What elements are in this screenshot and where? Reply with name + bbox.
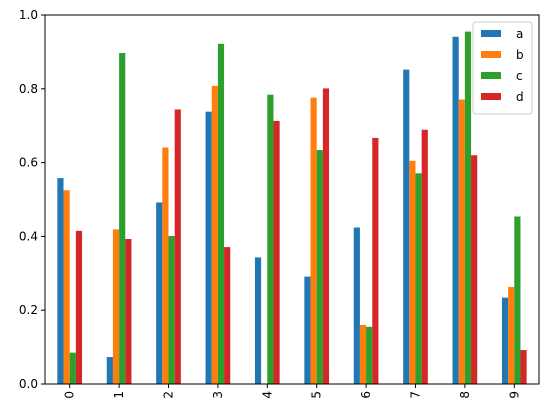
bar-d-1: [125, 238, 132, 384]
x-tick-label-7: 7: [409, 391, 423, 399]
bar-a-7: [403, 69, 410, 385]
bar-d-8: [471, 155, 478, 384]
bar-a-4: [254, 257, 262, 384]
bar-b-5: [310, 97, 317, 384]
bar-d-2: [174, 109, 181, 385]
x-tick-label-9: 9: [507, 391, 521, 399]
bar-a-9: [501, 297, 509, 384]
bar-c-1: [119, 53, 126, 384]
legend-swatch-b: [481, 51, 501, 58]
bar-d-6: [372, 137, 379, 384]
bar-d-3: [224, 247, 231, 384]
bar-c-4: [267, 94, 274, 384]
x-tick-label-4: 4: [260, 391, 274, 399]
bars-group: [57, 31, 527, 385]
x-axis: 0 1 2 3 4 5 6 7 8 9: [63, 384, 521, 399]
bar-b-2: [162, 147, 169, 384]
bar-b-1: [112, 229, 120, 384]
x-tick-label-6: 6: [359, 391, 373, 399]
bar-a-1: [106, 357, 113, 384]
bar-c-7: [415, 173, 422, 384]
bar-d-4: [273, 120, 280, 385]
y-axis: 0.0 0.2 0.4 0.6 0.8 1.0: [19, 8, 45, 391]
bar-b-8: [458, 99, 465, 384]
legend-swatch-d: [481, 93, 501, 100]
bar-a-3: [205, 111, 212, 385]
bar-d-9: [520, 350, 527, 384]
legend-label-b: b: [516, 48, 524, 62]
bar-a-8: [452, 36, 459, 385]
x-tick-label-8: 8: [458, 391, 472, 399]
bar-c-9: [514, 216, 521, 384]
legend-label-d: d: [516, 90, 524, 104]
x-tick-label-5: 5: [310, 391, 324, 399]
bar-b-6: [359, 324, 367, 384]
bar-a-5: [304, 276, 311, 384]
axes-frame: [44, 14, 540, 385]
bar-d-7: [421, 129, 428, 384]
bar-c-0: [69, 352, 76, 384]
y-tick-label-1.0: 1.0: [19, 8, 38, 22]
bar-b-9: [508, 286, 515, 384]
bar-a-2: [156, 202, 163, 384]
bar-c-6: [366, 326, 373, 384]
y-tick-label-0.2: 0.2: [19, 303, 38, 317]
y-tick-label-0.0: 0.0: [19, 377, 38, 391]
legend-box: [472, 21, 533, 115]
bar-b-0: [63, 190, 70, 384]
bar-c-3: [217, 43, 225, 384]
y-tick-label-0.4: 0.4: [19, 229, 38, 243]
bar-d-5: [322, 88, 330, 385]
bar-b-3: [211, 85, 218, 384]
x-tick-label-2: 2: [162, 391, 176, 399]
x-tick-label-0: 0: [63, 391, 77, 399]
bar-a-0: [57, 178, 64, 384]
legend-label-a: a: [516, 27, 523, 41]
bar-d-0: [75, 230, 83, 384]
bar-c-8: [464, 31, 472, 385]
x-tick-label-3: 3: [211, 391, 225, 399]
bar-a-6: [353, 227, 360, 384]
x-tick-label-1: 1: [112, 391, 126, 399]
bar-b-7: [409, 160, 416, 384]
legend-label-c: c: [516, 69, 523, 83]
legend-swatch-a: [481, 30, 501, 37]
y-tick-label-0.8: 0.8: [19, 82, 38, 96]
y-tick-label-0.6: 0.6: [19, 156, 38, 170]
bar-c-2: [168, 236, 175, 384]
legend-swatch-c: [481, 72, 501, 79]
bar-c-5: [316, 150, 323, 384]
